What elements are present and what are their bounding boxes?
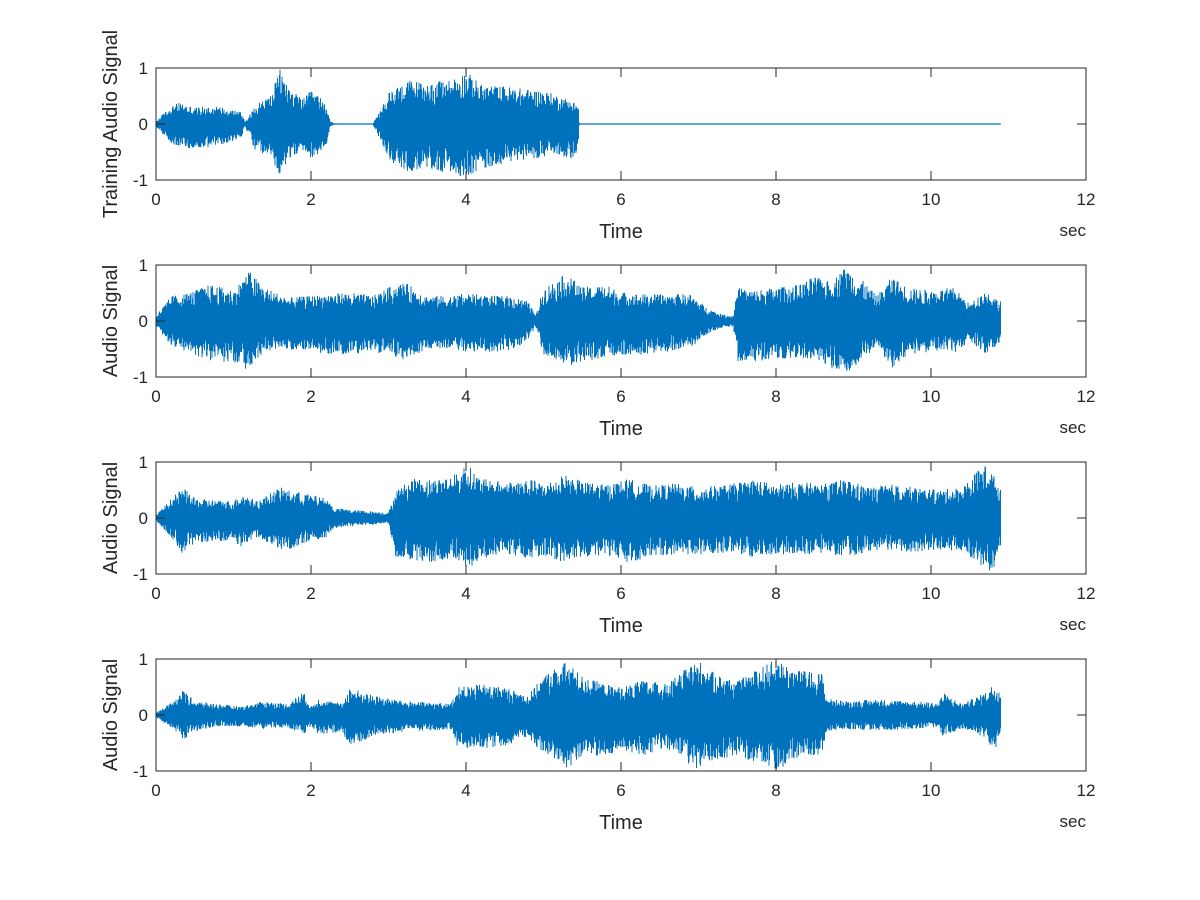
x-unit-label: sec (1060, 221, 1087, 240)
x-tick-label: 8 (771, 190, 780, 209)
x-tick-label: 2 (306, 781, 315, 800)
x-tick-label: 12 (1077, 387, 1096, 406)
y-axis-label: Audio Signal (100, 462, 122, 574)
y-tick-label: 0 (139, 312, 148, 331)
y-tick-label: -1 (133, 171, 148, 190)
x-tick-label: 6 (616, 584, 625, 603)
x-unit-label: sec (1060, 615, 1087, 634)
x-tick-label: 10 (922, 190, 941, 209)
x-tick-label: 6 (616, 387, 625, 406)
y-tick-label: 1 (139, 59, 148, 78)
y-tick-label: 1 (139, 256, 148, 275)
y-axis-label: Audio Signal (100, 659, 122, 771)
y-tick-label: 1 (139, 453, 148, 472)
x-axis-label: Time (599, 221, 643, 243)
y-tick-label: 1 (139, 650, 148, 669)
x-unit-label: sec (1060, 812, 1087, 831)
y-tick-label: -1 (133, 565, 148, 584)
x-tick-label: 10 (922, 781, 941, 800)
x-tick-label: 2 (306, 584, 315, 603)
x-tick-label: 4 (461, 584, 470, 603)
x-tick-label: 0 (151, 781, 160, 800)
x-axis-label: Time (599, 615, 643, 637)
x-tick-label: 4 (461, 781, 470, 800)
x-tick-label: 6 (616, 781, 625, 800)
x-tick-label: 8 (771, 781, 780, 800)
x-tick-label: 10 (922, 584, 941, 603)
x-tick-label: 6 (616, 190, 625, 209)
y-tick-label: 0 (139, 706, 148, 725)
x-tick-label: 0 (151, 387, 160, 406)
y-axis-label: Training Audio Signal (100, 30, 122, 218)
x-tick-label: 12 (1077, 781, 1096, 800)
y-tick-label: -1 (133, 762, 148, 781)
y-tick-label: 0 (139, 115, 148, 134)
x-tick-label: 10 (922, 387, 941, 406)
x-tick-label: 0 (151, 190, 160, 209)
x-tick-label: 12 (1077, 584, 1096, 603)
x-tick-label: 2 (306, 387, 315, 406)
x-tick-label: 4 (461, 190, 470, 209)
y-tick-label: 0 (139, 509, 148, 528)
x-tick-label: 2 (306, 190, 315, 209)
x-tick-label: 8 (771, 584, 780, 603)
x-axis-label: Time (599, 418, 643, 440)
x-tick-label: 12 (1077, 190, 1096, 209)
x-axis-label: Time (599, 812, 643, 834)
x-tick-label: 4 (461, 387, 470, 406)
x-tick-label: 8 (771, 387, 780, 406)
x-unit-label: sec (1060, 418, 1087, 437)
y-axis-label: Audio Signal (100, 265, 122, 377)
x-tick-label: 0 (151, 584, 160, 603)
y-tick-label: -1 (133, 368, 148, 387)
